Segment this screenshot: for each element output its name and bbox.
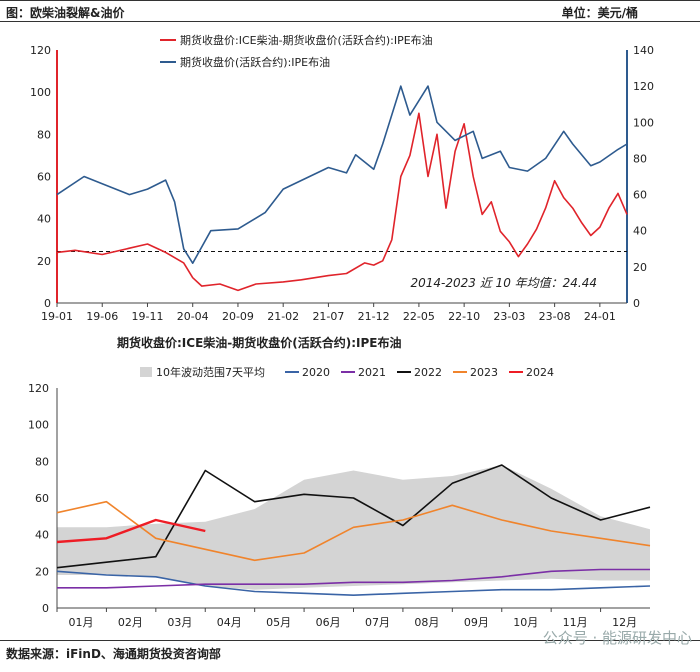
y-tick-label: 40 — [35, 529, 49, 542]
figure-title: 图：欧柴油裂解&油价 — [6, 6, 125, 20]
data-source: 数据来源：iFinD、海通期货投资咨询部 — [6, 647, 221, 661]
y-right-tick-label: 20 — [633, 261, 647, 274]
x-tick-label: 22-05 — [403, 310, 435, 323]
legend-label: 期货收盘价(活跃合约):IPE布油 — [180, 55, 330, 69]
chart-seasonal-crack: 0 20 40 60 80 100 120 01月 02月 03月 04月 05月 06月 07月 08月 0… — [28, 365, 651, 629]
series-line-2023 — [56, 500, 651, 562]
x-tick-label: 12月 — [612, 616, 637, 629]
legend-label: 2023 — [470, 366, 498, 379]
x-tick-label: 11月 — [563, 616, 588, 629]
legend-label: 期货收盘价:ICE柴油-期货收盘价(活跃合约):IPE布油 — [180, 33, 433, 47]
series-line-2020 — [56, 570, 651, 596]
legend-label: 2020 — [302, 366, 330, 379]
y-left-tick-label: 100 — [30, 86, 51, 99]
legend-label: 10年波动范围7天平均 — [156, 365, 265, 379]
x-tick-label: 19-11 — [131, 310, 163, 323]
x-tick-label: 10月 — [513, 616, 538, 629]
x-tick-label: 19-01 — [41, 310, 73, 323]
series-line-2024 — [56, 518, 206, 544]
y-right-tick-label: 0 — [633, 297, 640, 310]
x-tick-label: 05月 — [266, 616, 291, 629]
x-tick-label: 24-01 — [584, 310, 616, 323]
reference-line-label: 2014-2023 近 10 年均值：24.44 — [411, 276, 597, 290]
y-left-tick-label: 20 — [37, 255, 51, 268]
header-bar: 图：欧柴油裂解&油价 单位：美元/桶 — [0, 0, 700, 22]
y-tick-label: 0 — [42, 602, 49, 615]
series-line-brent — [56, 85, 628, 264]
y-left-tick-label: 120 — [30, 44, 51, 57]
y-left-tick-label: 60 — [37, 171, 51, 184]
legend-label: 2021 — [358, 366, 386, 379]
y-left-tick-label: 80 — [37, 128, 51, 141]
x-tick-label: 20-09 — [222, 310, 254, 323]
y-right-tick-label: 140 — [633, 44, 654, 57]
x-tick-label: 08月 — [414, 616, 439, 629]
y-right-tick-label: 120 — [633, 80, 654, 93]
chart2-title: 期货收盘价:ICE柴油-期货收盘价(活跃合约):IPE布油 — [117, 336, 402, 350]
y-tick-label: 120 — [28, 382, 49, 395]
y-tick-label: 60 — [35, 492, 49, 505]
x-tick-label: 23-03 — [493, 310, 525, 323]
x-tick-label: 09月 — [464, 616, 489, 629]
series-line-diesel-crack — [56, 112, 628, 292]
x-tick-label: 21-02 — [267, 310, 299, 323]
x-tick-label: 19-06 — [86, 310, 118, 323]
y-tick-label: 100 — [28, 419, 49, 432]
unit-label: 单位：美元/桶 — [561, 6, 638, 20]
x-tick-label: 04月 — [217, 616, 242, 629]
series-line-2022 — [56, 464, 651, 569]
legend-label: 2022 — [414, 366, 442, 379]
x-tick-label: 23-08 — [539, 310, 571, 323]
x-tick-label: 21-12 — [358, 310, 390, 323]
x-tick-label: 22-10 — [448, 310, 480, 323]
y-right-tick-label: 40 — [633, 225, 647, 238]
y-right-tick-label: 80 — [633, 152, 647, 165]
x-tick-label: 01月 — [69, 616, 94, 629]
chart-diesel-crack-and-brent: 0 20 40 60 80 100 120 0 20 40 60 80 100 120 140 19-01 19… — [30, 33, 654, 323]
y-right-tick-label: 60 — [633, 189, 647, 202]
y-left-tick-label: 0 — [44, 297, 51, 310]
legend-label: 2024 — [526, 366, 554, 379]
footer-bar: 数据来源：iFinD、海通期货投资咨询部 公众号 · 能源研发中心 — [0, 629, 700, 672]
x-tick-label: 03月 — [167, 616, 192, 629]
x-tick-label: 20-04 — [177, 310, 209, 323]
legend-swatch-band — [140, 367, 152, 377]
x-tick-label: 21-07 — [312, 310, 344, 323]
y-left-tick-label: 40 — [37, 213, 51, 226]
y-right-tick-label: 100 — [633, 116, 654, 129]
x-tick-label: 06月 — [316, 616, 341, 629]
x-tick-label: 07月 — [365, 616, 390, 629]
x-tick-label: 02月 — [118, 616, 143, 629]
y-tick-label: 80 — [35, 455, 49, 468]
watermark: 公众号 · 能源研发中心 — [542, 629, 692, 647]
y-tick-label: 20 — [35, 565, 49, 578]
series-line-2021 — [57, 568, 650, 589]
